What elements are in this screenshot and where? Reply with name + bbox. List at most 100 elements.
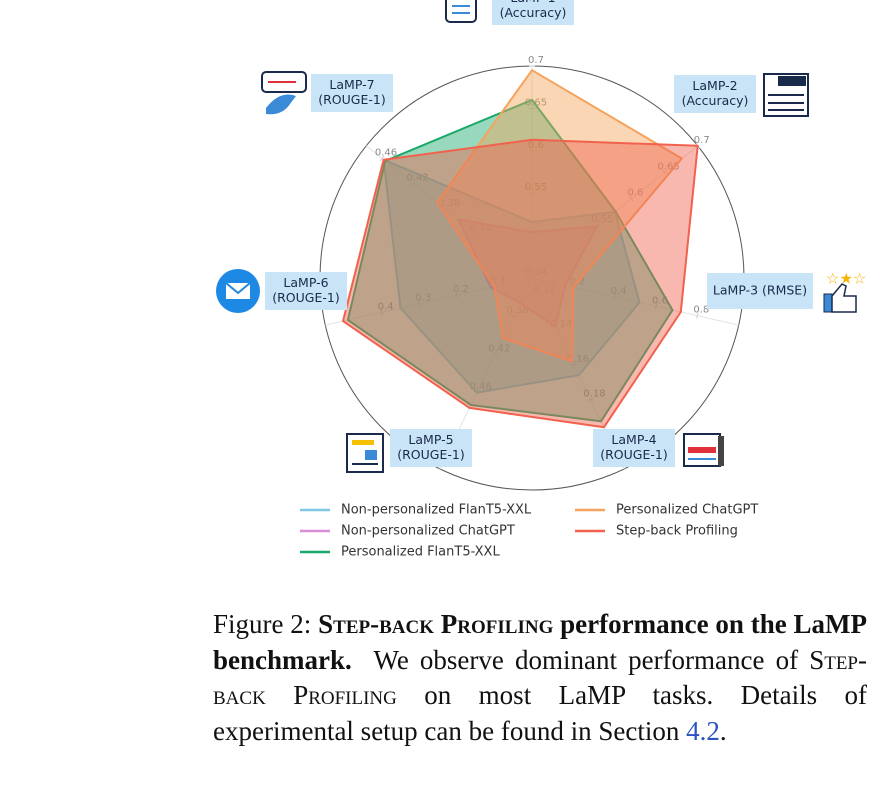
tick-mark (411, 180, 416, 187)
tick-label: 0.46 (375, 147, 397, 158)
axis-label-text: (ROUGE-1) (318, 92, 385, 107)
axis-label: LaMP-1(Accuracy) (492, 0, 574, 25)
axis-spoke (365, 145, 533, 279)
tick-mark (587, 397, 594, 402)
axis-label-text: LaMP-1 (510, 0, 555, 5)
tick-mark (455, 292, 458, 299)
tick-mark (442, 206, 448, 212)
tick-label: 0.34 (525, 267, 547, 278)
tick-label: 0.38 (438, 198, 460, 209)
axis-label-box (390, 429, 472, 467)
tick-label: 0.1 (490, 276, 506, 287)
icon-lamp5 (346, 433, 384, 473)
caption-title: performance on the LaMP benchmark. (213, 609, 868, 675)
series-area (457, 218, 598, 328)
legend-label: Non-personalized FlanT5-XXL (341, 503, 532, 518)
caption-text-sc: Step-back Profiling (213, 644, 867, 711)
tick-label: 0.12 (533, 284, 555, 295)
tick-label: 0.42 (406, 173, 428, 184)
axis-label-text: LaMP-4 (611, 432, 656, 447)
tick-label: 0.7 (694, 135, 710, 146)
legend-label: Step-back Profiling (616, 524, 738, 539)
axis-label: LaMP-7(ROUGE-1) (311, 74, 393, 112)
axis-label-box (593, 429, 675, 467)
axis-label-text: (ROUGE-1) (397, 447, 464, 462)
section-link[interactable]: 4.2 (686, 715, 720, 746)
axis-label: LaMP-4(ROUGE-1) (593, 429, 675, 467)
tick-label: 0.55 (591, 214, 613, 225)
axis-label: LaMP-2(Accuracy) (674, 75, 756, 113)
icon-lamp2 (763, 73, 809, 117)
axis-label-text: LaMP-5 (408, 432, 453, 447)
axis-label-text: LaMP-7 (329, 77, 374, 92)
icon-lamp3: ☆★☆ (823, 270, 866, 313)
series-area (346, 98, 674, 423)
tick-mark (696, 312, 699, 319)
tick-label: 0.4 (611, 286, 627, 297)
tick-mark (492, 352, 499, 357)
axis-label-box (492, 0, 574, 25)
icon-lamp6 (216, 269, 260, 313)
icon-lamp1 (445, 0, 477, 23)
tick-label: 0.4 (378, 301, 394, 312)
tick-mark (554, 328, 561, 332)
axis-label: LaMP-6(ROUGE-1) (265, 272, 347, 310)
legend-label: Personalized ChatGPT (616, 503, 758, 518)
tick-label: 0.18 (583, 389, 605, 400)
axis-label-text: (Accuracy) (682, 93, 749, 108)
tick-label: 0.6 (627, 188, 643, 199)
tick-label: 0.8 (693, 305, 709, 316)
axis-spoke (531, 277, 739, 326)
caption-title-sc: Step-back Profiling (318, 609, 554, 639)
icon-lamp4 (683, 433, 724, 467)
tick-mark (662, 169, 667, 175)
axis-label-text: (Accuracy) (500, 5, 567, 20)
tick-label: 0.38 (506, 305, 528, 316)
tick-label: 0.3 (415, 293, 431, 304)
tick-mark (570, 363, 577, 367)
tick-label: 0.65 (657, 161, 679, 172)
svg-text:☆★☆: ☆★☆ (826, 270, 866, 288)
tick-mark (379, 155, 385, 162)
axis-label-text: LaMP-3 (RMSE) (713, 283, 807, 298)
chart: ☆★☆ 0.55 0.6 0.65 0.7 0.55 0.6 0.65 0.7 0.2 0.4 0.… (216, 0, 866, 560)
caption-text: on most LaMP tasks. Details of experimen… (213, 680, 868, 746)
tick-mark (537, 293, 544, 298)
tick-label: 0.2 (453, 284, 469, 295)
tick-label: 0.65 (525, 97, 547, 108)
tick-label: 0.14 (550, 319, 572, 330)
tick-label: 0.16 (567, 354, 589, 365)
tick-mark (418, 300, 421, 307)
tick-mark (654, 303, 658, 310)
axis-label-box (311, 74, 393, 112)
axis-spoke (325, 277, 533, 326)
axis-label-box (674, 75, 756, 113)
caption-text: . (719, 715, 727, 746)
tick-label: 0.46 (470, 382, 492, 393)
legend-label: Personalized FlanT5-XXL (341, 545, 500, 560)
axis-label-text: LaMP-2 (692, 78, 737, 93)
axis-label-box (707, 273, 813, 309)
series-area (342, 138, 699, 429)
tick-label: 0.7 (528, 55, 544, 66)
axis-label-text: (ROUGE-1) (600, 447, 667, 462)
caption-text: We observe dominant performance of (373, 644, 799, 675)
tick-label: 0.42 (488, 343, 510, 354)
axis-label-text: LaMP-6 (283, 275, 328, 290)
axis-label-box (265, 272, 347, 310)
tick-mark (629, 196, 634, 202)
legend-label: Non-personalized ChatGPT (341, 524, 515, 539)
tick-mark (596, 222, 601, 228)
tick-label: 0.6 (652, 295, 668, 306)
tick-mark (380, 309, 383, 316)
tick-mark (474, 231, 480, 237)
axis-label-text: (ROUGE-1) (272, 290, 339, 305)
tick-mark (510, 314, 517, 318)
icon-lamp7 (261, 71, 307, 115)
caption-label: Figure 2: (213, 609, 312, 639)
tick-label: 0.55 (525, 182, 547, 193)
figure-caption: Figure 2: Step-back Profiling performanc… (213, 607, 867, 749)
axis-label: LaMP-5(ROUGE-1) (390, 429, 472, 467)
tick-label: 0.6 (528, 140, 544, 151)
